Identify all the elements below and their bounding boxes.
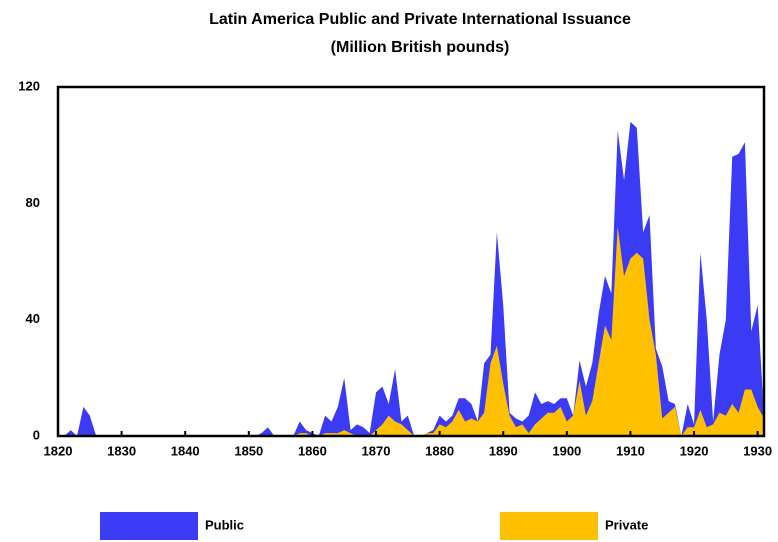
x-tick-label: 1920 [680, 443, 709, 458]
x-tick-label: 1930 [743, 443, 772, 458]
x-tick-label: 1890 [489, 443, 518, 458]
y-tick-label: 80 [26, 195, 40, 210]
x-tick-label: 1870 [362, 443, 391, 458]
x-tick-label: 1850 [234, 443, 263, 458]
x-tick-label: 1910 [616, 443, 645, 458]
legend-label: Public [205, 517, 244, 532]
y-tick-label: 0 [33, 427, 40, 442]
legend-swatch [500, 512, 598, 540]
plot-frame [56, 85, 766, 438]
x-tick-label: 1840 [171, 443, 200, 458]
y-tick-label: 120 [18, 78, 40, 93]
area [58, 226, 764, 436]
x-tick-label: 1820 [44, 443, 73, 458]
chart-title: Latin America Public and Private Interna… [209, 11, 631, 28]
x-tick-label: 1830 [107, 443, 136, 458]
y-tick-label: 40 [26, 311, 40, 326]
legend-swatch [100, 512, 198, 540]
legend-label: Private [605, 517, 648, 532]
x-tick-label: 1880 [425, 443, 454, 458]
x-tick-label: 1860 [298, 443, 327, 458]
chart-subtitle: (Million British pounds) [331, 39, 510, 56]
x-tick-label: 1900 [552, 443, 581, 458]
